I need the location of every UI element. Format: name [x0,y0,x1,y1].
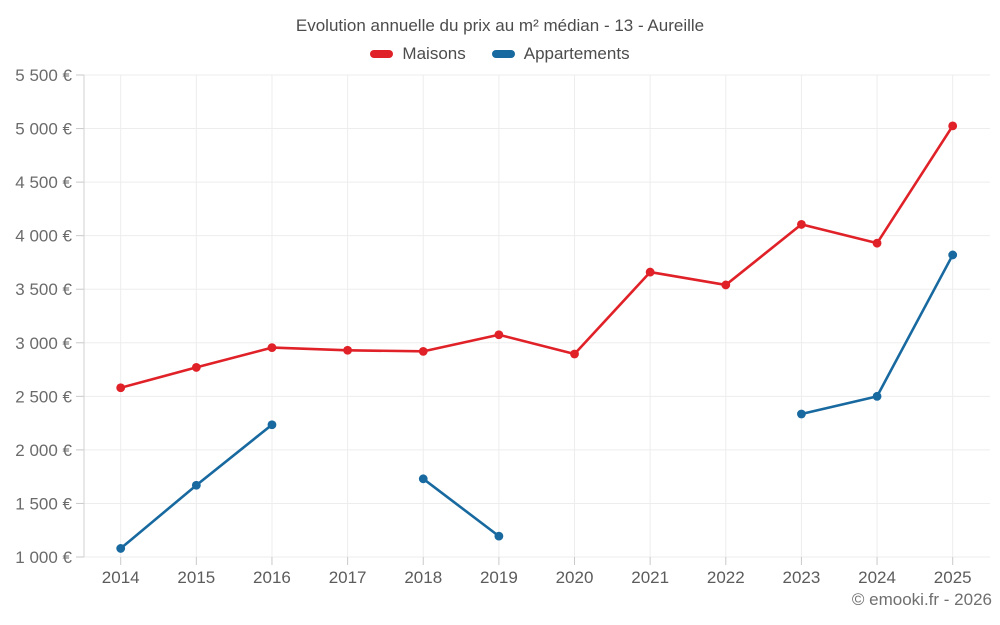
x-axis-label: 2025 [934,568,972,587]
maisons-point-2018[interactable] [418,346,428,356]
chart-title: Evolution annuelle du prix au m² médian … [295,16,705,35]
legend-label-appartements: Appartements [523,44,630,63]
maisons-legend-swatch-icon [370,50,394,58]
maisons-point-2017[interactable] [343,345,353,355]
maisons-line [119,124,954,390]
appartements-point-2014[interactable] [116,544,126,553]
x-axis-label: 2020 [556,568,594,587]
x-axis-label: 2018 [404,568,442,587]
legend-item-maisons[interactable]: Maisons [370,44,466,64]
y-axis-label: 1 000 € [15,548,72,567]
y-axis-label: 4 000 € [15,227,72,246]
appartements-legend-swatch-icon [491,50,515,58]
x-axis-label: 2022 [707,568,745,587]
legend-label-maisons: Maisons [402,44,466,63]
maisons-point-2019[interactable] [494,330,504,340]
y-axis-label: 3 000 € [15,334,72,353]
maisons-point-2014[interactable] [116,383,126,393]
x-axis-label: 2015 [177,568,215,587]
y-axis-label: 3 500 € [15,280,72,299]
x-axis-label: 2019 [480,568,518,587]
y-axis-label: 5 500 € [15,66,72,85]
appartements-point-2025[interactable] [948,250,958,260]
legend-item-appartements[interactable]: Appartements [491,44,630,64]
appartements-point-2015[interactable] [191,480,201,490]
appartements-point-2023[interactable] [797,409,806,419]
x-axis-label: 2021 [631,568,669,587]
maisons-point-2025[interactable] [948,121,958,131]
maisons-point-2016[interactable] [267,343,277,352]
maisons-point-2023[interactable] [797,220,806,229]
y-axis-label: 4 500 € [15,173,72,192]
y-axis-label: 2 000 € [15,441,72,460]
appartements-point-2018[interactable] [418,474,428,484]
appartements-line [421,477,501,538]
y-axis-label: 1 500 € [15,494,72,513]
x-axis-label: 2017 [329,568,367,587]
maisons-point-2022[interactable] [721,280,731,290]
maisons-point-2020[interactable] [570,349,579,359]
y-axis-label: 5 000 € [15,120,72,139]
y-axis-label: 2 500 € [15,387,72,406]
maisons-point-2015[interactable] [191,363,201,372]
x-axis-label: 2014 [102,568,140,587]
legend: Maisons Appartements [0,44,1000,64]
x-axis-label: 2024 [858,568,896,587]
appartements-point-2016[interactable] [267,420,277,430]
maisons-point-2024[interactable] [872,238,882,248]
x-axis-label: 2016 [253,568,291,587]
appartements-point-2019[interactable] [494,531,504,541]
copyright-watermark: © emooki.fr - 2026 [851,590,992,609]
appartements-point-2024[interactable] [872,391,882,401]
maisons-point-2021[interactable] [645,267,655,277]
x-axis-label: 2023 [783,568,821,587]
